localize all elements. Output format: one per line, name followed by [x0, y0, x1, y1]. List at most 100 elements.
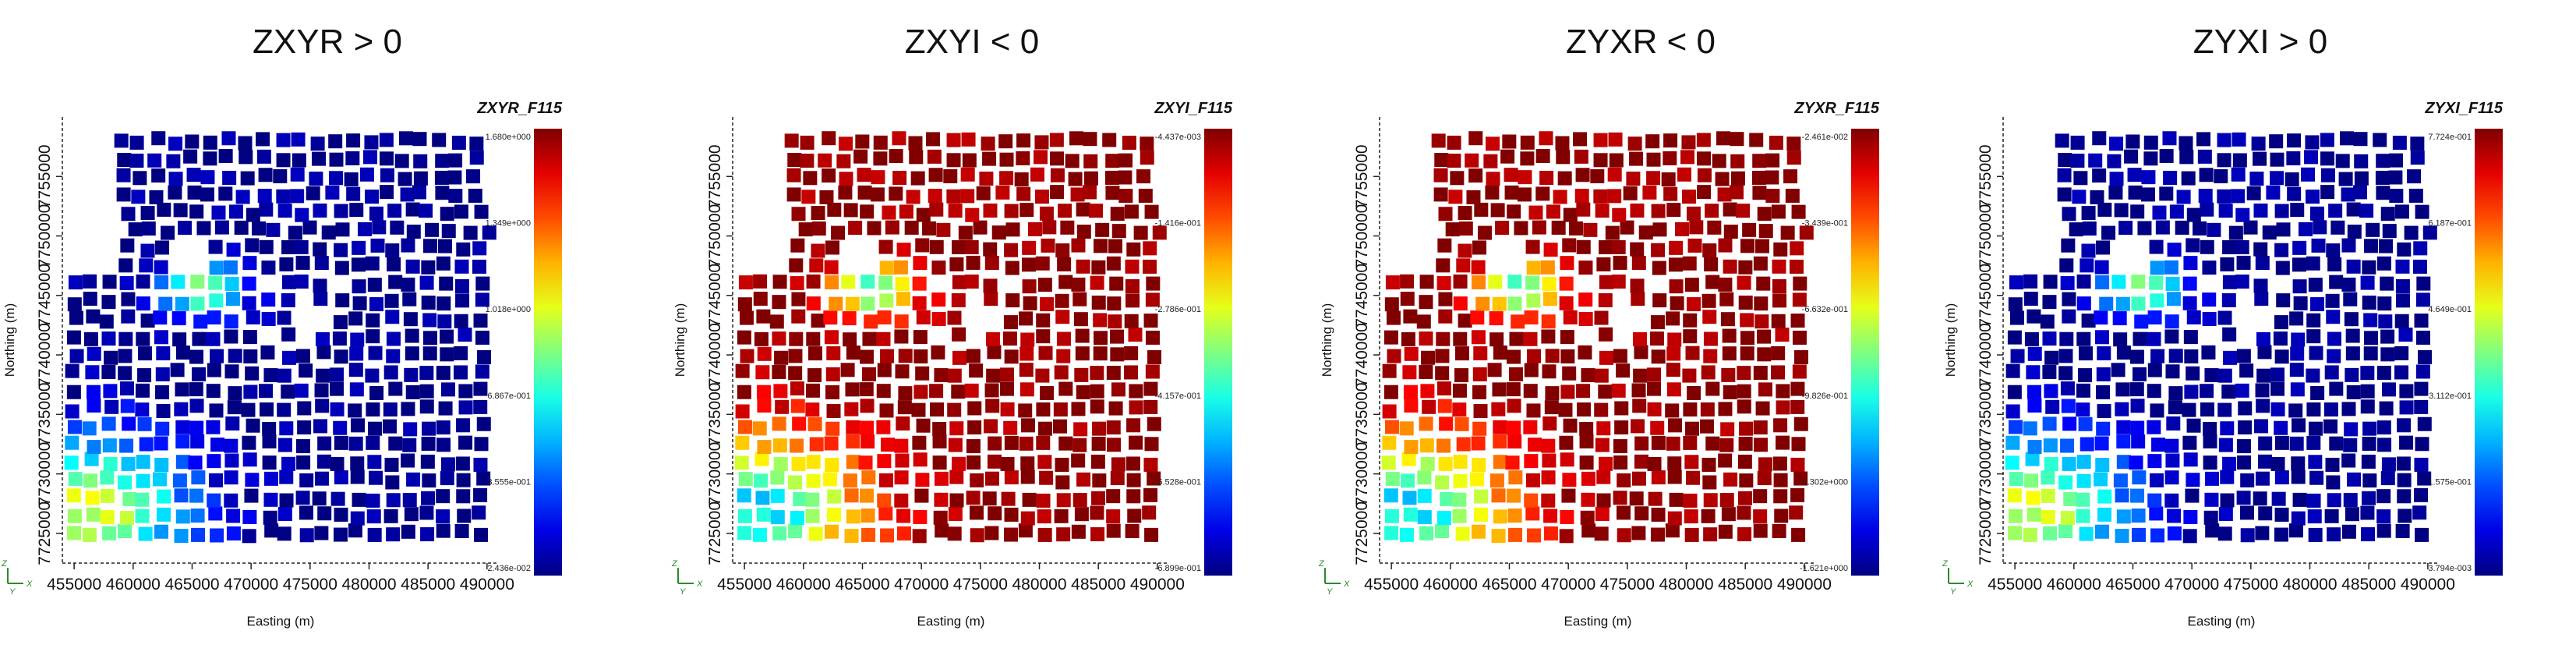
- station-marker: [772, 295, 786, 310]
- station-marker: [1697, 168, 1712, 183]
- station-marker: [2238, 401, 2253, 416]
- station-marker: [2113, 332, 2128, 347]
- station-marker: [2023, 527, 2037, 542]
- station-marker: [811, 206, 825, 221]
- station-marker: [824, 260, 839, 275]
- station-marker: [1526, 403, 1541, 418]
- station-marker: [2327, 493, 2341, 508]
- station-marker: [369, 470, 383, 485]
- station-marker: [1403, 507, 1418, 522]
- station-marker: [1616, 505, 1631, 520]
- station-marker: [873, 135, 888, 150]
- station-marker: [1144, 527, 1159, 542]
- station-marker: [1686, 470, 1701, 485]
- station-marker: [368, 346, 383, 360]
- station-marker: [2217, 526, 2232, 541]
- station-marker: [1581, 471, 1595, 486]
- station-marker: [737, 330, 751, 345]
- station-marker: [772, 416, 786, 431]
- station-marker: [1507, 420, 1521, 435]
- station-marker: [1037, 509, 1051, 524]
- station-marker: [949, 470, 964, 484]
- station-marker: [984, 383, 999, 398]
- station-marker: [754, 331, 769, 346]
- station-marker: [242, 330, 257, 345]
- station-marker: [436, 489, 451, 504]
- station-marker: [1037, 527, 1052, 542]
- y-tick-label: 7735000: [706, 382, 724, 446]
- station-marker: [1683, 329, 1698, 344]
- y-tick-label: 7755000: [706, 144, 724, 208]
- station-marker: [2058, 153, 2072, 168]
- station-marker: [419, 399, 434, 414]
- station-marker: [1752, 154, 1767, 168]
- station-marker: [440, 457, 455, 472]
- station-marker: [2044, 456, 2058, 471]
- station-marker: [2094, 260, 2109, 275]
- station-marker: [1742, 222, 1757, 237]
- station-marker: [402, 292, 417, 307]
- station-marker: [175, 455, 190, 470]
- station-marker: [1383, 385, 1398, 399]
- station-marker: [334, 204, 348, 218]
- station-marker: [1050, 151, 1065, 166]
- station-marker: [315, 331, 330, 346]
- station-marker: [913, 256, 928, 271]
- station-marker: [437, 314, 452, 329]
- station-marker: [2256, 399, 2270, 413]
- y-tick-label: 7740000: [706, 323, 724, 387]
- station-marker: [224, 314, 239, 329]
- station-marker: [754, 452, 769, 466]
- station-marker: [1073, 312, 1088, 327]
- station-marker: [894, 470, 909, 485]
- station-marker: [1433, 168, 1448, 183]
- station-marker: [922, 221, 937, 236]
- x-tick-label: 485000: [1071, 576, 1125, 594]
- station-marker: [2323, 419, 2338, 434]
- station-marker: [2078, 416, 2093, 431]
- station-marker: [1092, 473, 1107, 488]
- station-marker: [1452, 509, 1467, 523]
- station-marker: [2270, 152, 2284, 167]
- station-marker: [1383, 330, 1398, 345]
- station-marker: [1456, 437, 1471, 452]
- station-marker: [86, 507, 101, 522]
- station-marker: [1596, 257, 1611, 271]
- station-marker: [982, 491, 997, 506]
- station-marker: [1738, 491, 1753, 505]
- station-marker: [1543, 509, 1558, 523]
- station-marker: [1704, 257, 1719, 271]
- station-marker: [2343, 292, 2358, 307]
- station-marker: [83, 331, 98, 346]
- station-marker: [380, 168, 394, 183]
- station-marker: [1705, 381, 1720, 396]
- station-marker: [2131, 296, 2146, 311]
- station-marker: [2291, 456, 2306, 471]
- station-marker: [1040, 386, 1055, 401]
- station-marker: [1649, 331, 1664, 346]
- station-marker: [2076, 492, 2090, 507]
- station-marker: [2162, 131, 2177, 146]
- station-marker: [435, 154, 450, 168]
- station-marker: [1631, 471, 1646, 486]
- station-marker: [193, 314, 208, 329]
- station-marker: [1023, 296, 1037, 310]
- station-marker: [1058, 436, 1073, 451]
- station-marker: [1036, 402, 1051, 417]
- station-marker: [2346, 385, 2361, 399]
- station-marker: [1003, 527, 1018, 542]
- station-marker: [793, 491, 807, 506]
- station-marker: [1018, 523, 1033, 538]
- station-marker: [223, 260, 238, 275]
- station-marker: [312, 151, 327, 166]
- station-marker: [912, 529, 927, 544]
- station-marker: [87, 398, 101, 413]
- station-marker: [2164, 260, 2178, 275]
- station-marker: [2381, 382, 2396, 397]
- station-marker: [120, 238, 135, 253]
- station-marker: [2362, 491, 2376, 505]
- station-marker: [805, 383, 820, 398]
- station-marker: [155, 367, 170, 381]
- orientation-label: Z: [671, 559, 678, 569]
